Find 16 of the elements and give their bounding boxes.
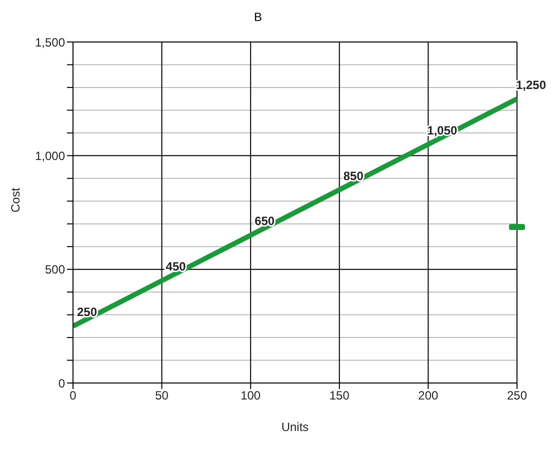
chart-title: B xyxy=(252,10,263,24)
x-tick-label: 250 xyxy=(506,388,528,403)
y-axis-title: Cost xyxy=(8,187,22,212)
y-tick-label: 500 xyxy=(44,262,66,277)
data-label: 250 xyxy=(76,305,98,320)
x-tick-label: 150 xyxy=(329,388,350,403)
y-tick-label: 1,500 xyxy=(34,35,66,50)
data-label: 850 xyxy=(343,168,364,183)
x-tick-label: 50 xyxy=(155,388,169,403)
x-tick-label: 100 xyxy=(240,388,261,403)
y-tick-label: 0 xyxy=(58,376,66,390)
x-tick-label: 0 xyxy=(70,388,77,403)
y-tick-label: 1,000 xyxy=(34,148,66,163)
x-tick-label: 200 xyxy=(418,388,439,403)
data-label: 650 xyxy=(254,214,275,228)
x-axis-title: Units xyxy=(281,420,309,434)
